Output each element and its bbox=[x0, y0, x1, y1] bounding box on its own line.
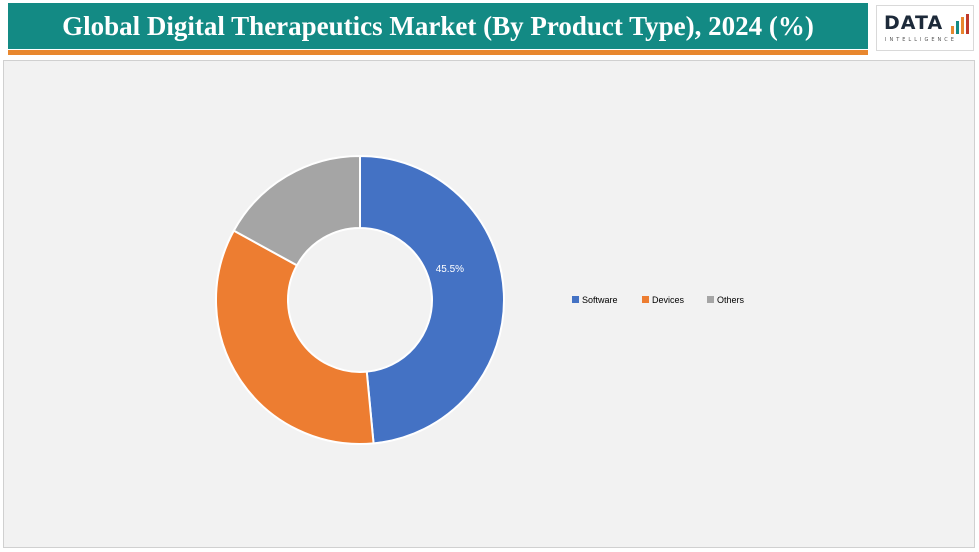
slice-others bbox=[232, 154, 361, 267]
logo-subtext: INTELLIGENCE bbox=[885, 37, 957, 43]
header: Global Digital Therapeutics Market (By P… bbox=[0, 0, 979, 58]
slice-software bbox=[359, 154, 505, 445]
logo-text: DATA bbox=[884, 12, 944, 34]
donut-chart: 45.5% Software Devices Others bbox=[215, 154, 745, 445]
bar-chart-icon bbox=[951, 14, 969, 34]
legend-label-software: Software bbox=[582, 295, 618, 305]
legend-label-others: Others bbox=[717, 295, 745, 305]
legend-swatch-devices bbox=[642, 296, 649, 303]
datam-intelligence-logo: DATA INTELLIGENCE bbox=[876, 5, 974, 51]
title-bar: Global Digital Therapeutics Market (By P… bbox=[8, 3, 868, 49]
legend-swatch-software bbox=[572, 296, 579, 303]
legend-label-devices: Devices bbox=[652, 295, 685, 305]
data-label-software: 45.5% bbox=[436, 264, 464, 275]
chart-area: 45.5% Software Devices Others bbox=[3, 60, 975, 548]
slice-devices bbox=[215, 229, 375, 445]
legend-swatch-others bbox=[707, 296, 714, 303]
title-underline bbox=[8, 50, 868, 55]
page-title: Global Digital Therapeutics Market (By P… bbox=[62, 10, 814, 41]
